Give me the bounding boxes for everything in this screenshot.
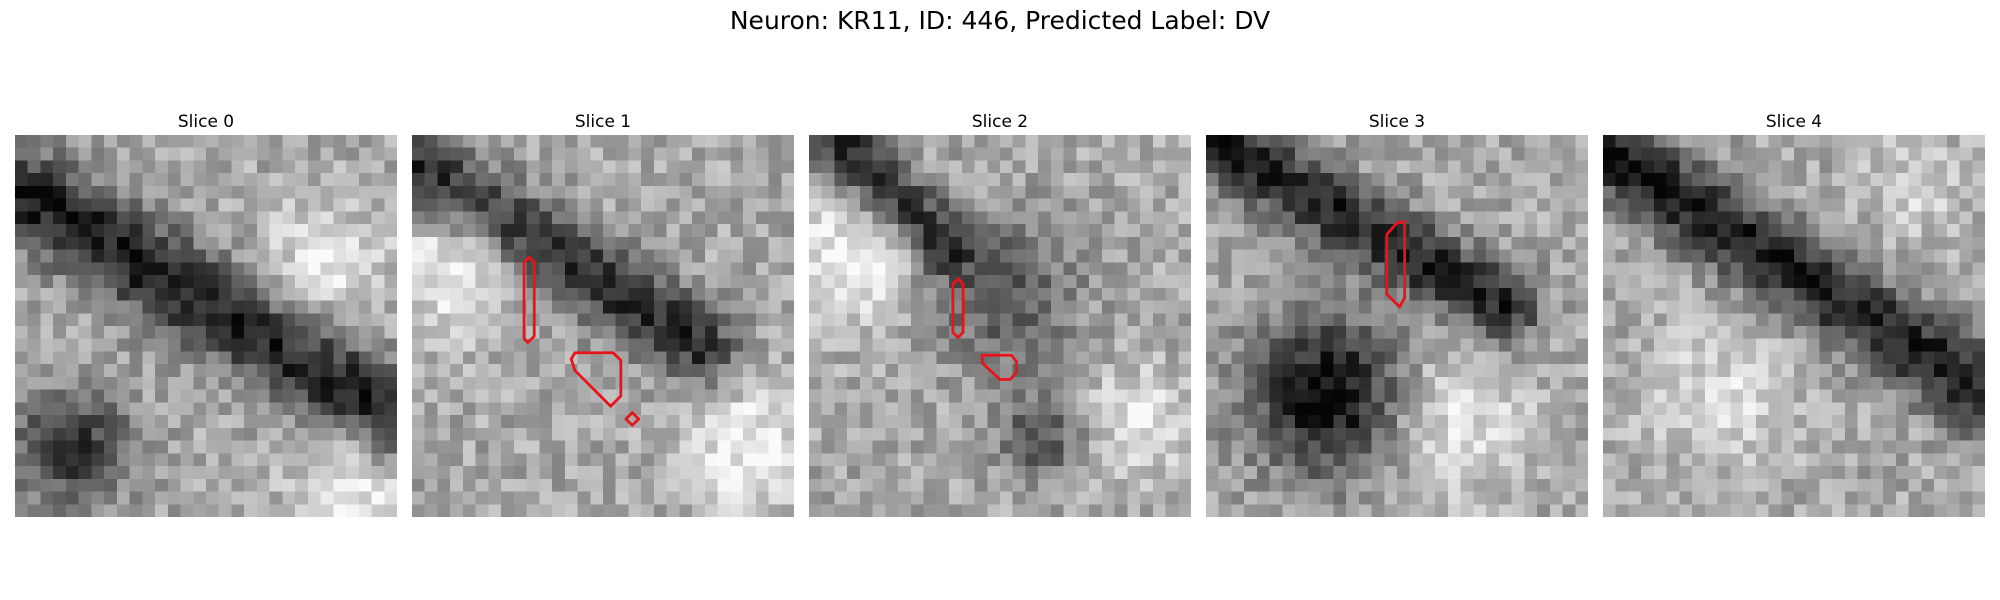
slice-panel: Slice 2 [809,109,1191,135]
contour-overlay [1206,135,1588,517]
slice-title: Slice 0 [15,109,397,135]
slice-panel: Slice 0 [15,109,397,135]
segmentation-contour [626,413,639,426]
slice-panel: Slice 4 [1603,109,1985,135]
slice-panel: Slice 1 [412,109,794,135]
segmentation-contour [1387,222,1405,307]
segmentation-contour [571,353,621,406]
slice-panel: Slice 3 [1206,109,1588,135]
contour-overlay [15,135,397,517]
figure-title: Neuron: KR11, ID: 446, Predicted Label: … [0,6,2000,35]
contour-overlay [809,135,1191,517]
slice-title: Slice 3 [1206,109,1588,135]
slice-image [15,135,397,517]
segmentation-contour [953,279,963,338]
contour-overlay [1603,135,1985,517]
slice-image [1206,135,1588,517]
slice-title: Slice 2 [809,109,1191,135]
segmentation-contour [982,355,1016,379]
segmentation-contour [524,257,534,342]
slice-image [809,135,1191,517]
slice-title: Slice 4 [1603,109,1985,135]
slice-image [412,135,794,517]
slice-title: Slice 1 [412,109,794,135]
slice-image [1603,135,1985,517]
contour-overlay [412,135,794,517]
